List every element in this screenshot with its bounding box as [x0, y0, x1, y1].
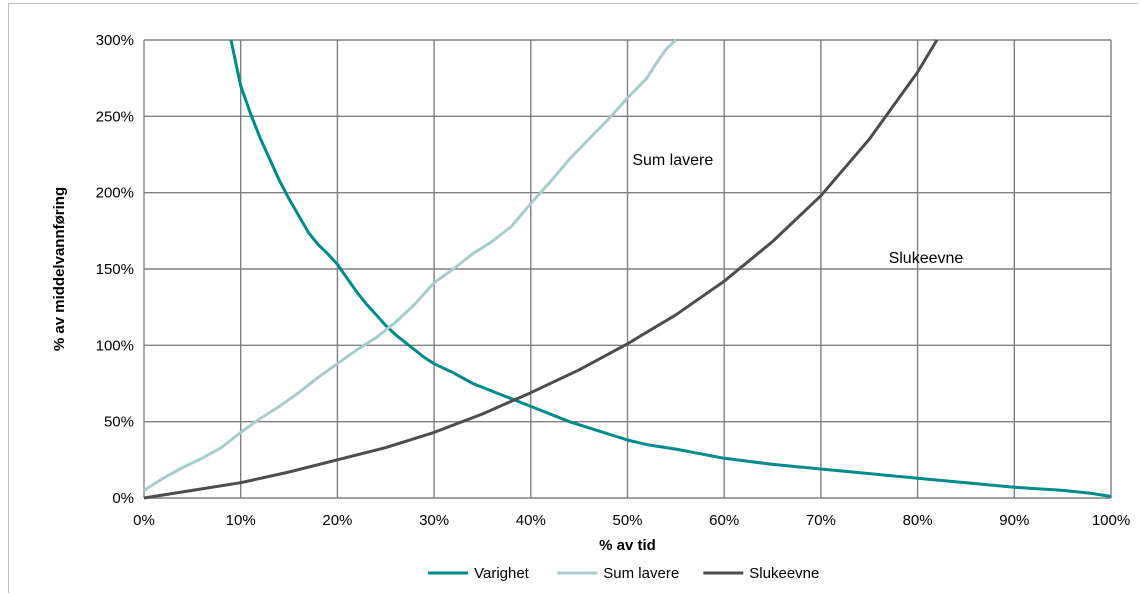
- y-tick-label: 300%: [96, 32, 134, 49]
- y-tick-label: 0%: [112, 490, 134, 507]
- y-tick-label: 150%: [96, 261, 134, 278]
- y-tick-label: 250%: [96, 108, 134, 125]
- series-line-varighet: [229, 39, 1112, 498]
- legend: Varighet Sum lavere Slukeevne: [428, 565, 819, 582]
- x-tick-label: 70%: [806, 512, 836, 529]
- grid: [143, 39, 1112, 499]
- x-tick-label: 30%: [419, 512, 449, 529]
- x-tick-label: 60%: [709, 512, 739, 529]
- x-tick-label: 100%: [1092, 512, 1130, 529]
- x-tick-label: 80%: [903, 512, 933, 529]
- y-axis-title: % av middelvannføring: [51, 187, 68, 351]
- series-line-slukeevne: [143, 39, 939, 500]
- y-tick-label: 200%: [96, 185, 134, 202]
- x-tick-label: 20%: [322, 512, 352, 529]
- series-line-sum-lavere: [143, 38, 677, 492]
- legend-label: Varighet: [474, 565, 530, 582]
- x-tick-label: 10%: [226, 512, 256, 529]
- x-tick-label: 0%: [133, 512, 155, 529]
- tick-labels: 0% 10% 20% 30% 40% 50% 60% 70% 80% 90% 100% 0% 50% 10…: [96, 32, 1131, 529]
- x-tick-label: 50%: [612, 512, 642, 529]
- annotation-sum-lavere: Sum lavere: [632, 152, 713, 169]
- x-tick-label: 40%: [516, 512, 546, 529]
- y-tick-label: 100%: [96, 337, 134, 354]
- legend-label: Slukeevne: [749, 565, 819, 582]
- x-tick-label: 90%: [999, 512, 1029, 529]
- legend-label: Sum lavere: [603, 565, 679, 582]
- x-axis-title: % av tid: [599, 537, 656, 554]
- chart-frame: [8, 3, 1138, 593]
- annotation-slukeevne: Slukeevne: [889, 250, 964, 267]
- series-layer: [143, 38, 1112, 500]
- y-tick-label: 50%: [104, 414, 134, 431]
